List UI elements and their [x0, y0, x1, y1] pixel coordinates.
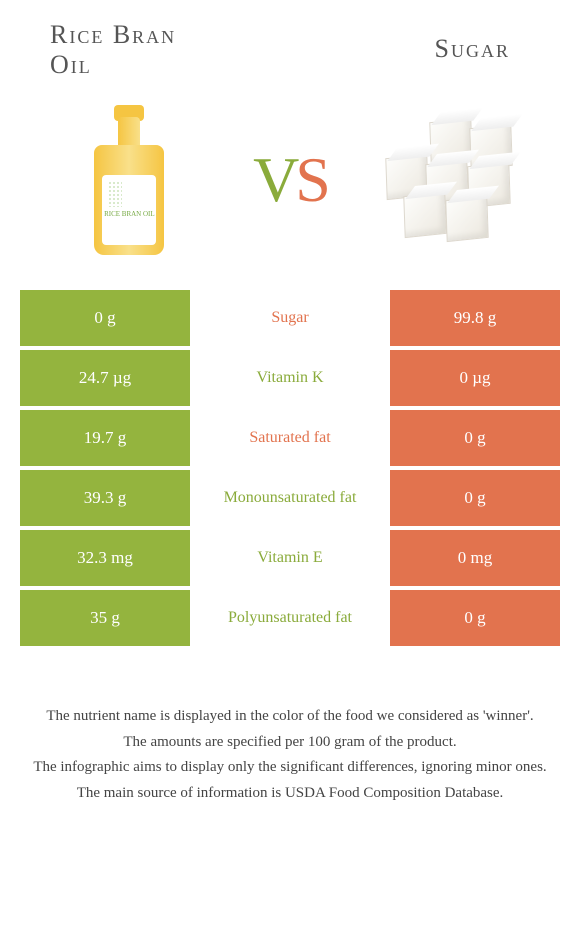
right-value: 99.8 g — [390, 290, 560, 346]
left-value: 19.7 g — [20, 410, 190, 466]
food-right-image — [376, 100, 526, 260]
food-left-image: RICE BRAN OIL — [54, 100, 204, 260]
left-value: 24.7 µg — [20, 350, 190, 406]
vs-label: VS — [253, 143, 327, 217]
right-value: 0 g — [390, 590, 560, 646]
table-row: 32.3 mgVitamin E0 mg — [20, 530, 560, 586]
nutrient-label: Sugar — [190, 290, 390, 346]
title-line1: Rice Bran — [50, 20, 176, 49]
food-right-title: Sugar — [280, 20, 540, 80]
right-value: 0 µg — [390, 350, 560, 406]
table-row: 19.7 gSaturated fat0 g — [20, 410, 560, 466]
footnote-line: The main source of information is USDA F… — [30, 783, 550, 805]
nutrient-label: Vitamin K — [190, 350, 390, 406]
table-row: 0 gSugar99.8 g — [20, 290, 560, 346]
table-row: 24.7 µgVitamin K0 µg — [20, 350, 560, 406]
food-left-title: Rice Bran Oil — [40, 20, 280, 80]
footnote-line: The amounts are specified per 100 gram o… — [30, 732, 550, 754]
title-line2: Oil — [50, 50, 92, 79]
left-value: 0 g — [20, 290, 190, 346]
left-value: 32.3 mg — [20, 530, 190, 586]
footnote-line: The infographic aims to display only the… — [30, 757, 550, 779]
table-row: 35 gPolyunsaturated fat0 g — [20, 590, 560, 646]
left-value: 35 g — [20, 590, 190, 646]
nutrient-label: Monounsaturated fat — [190, 470, 390, 526]
footnotes: The nutrient name is displayed in the co… — [0, 706, 580, 805]
footnote-line: The nutrient name is displayed in the co… — [30, 706, 550, 728]
vs-v: V — [253, 144, 295, 215]
right-value: 0 mg — [390, 530, 560, 586]
left-value: 39.3 g — [20, 470, 190, 526]
nutrient-label: Vitamin E — [190, 530, 390, 586]
table-row: 39.3 gMonounsaturated fat0 g — [20, 470, 560, 526]
bottle-label: RICE BRAN OIL — [102, 175, 156, 245]
nutrient-label: Polyunsaturated fat — [190, 590, 390, 646]
right-value: 0 g — [390, 410, 560, 466]
comparison-table: 0 gSugar99.8 g24.7 µgVitamin K0 µg19.7 g… — [20, 290, 560, 646]
nutrient-label: Saturated fat — [190, 410, 390, 466]
vs-s: S — [295, 144, 327, 215]
right-value: 0 g — [390, 470, 560, 526]
